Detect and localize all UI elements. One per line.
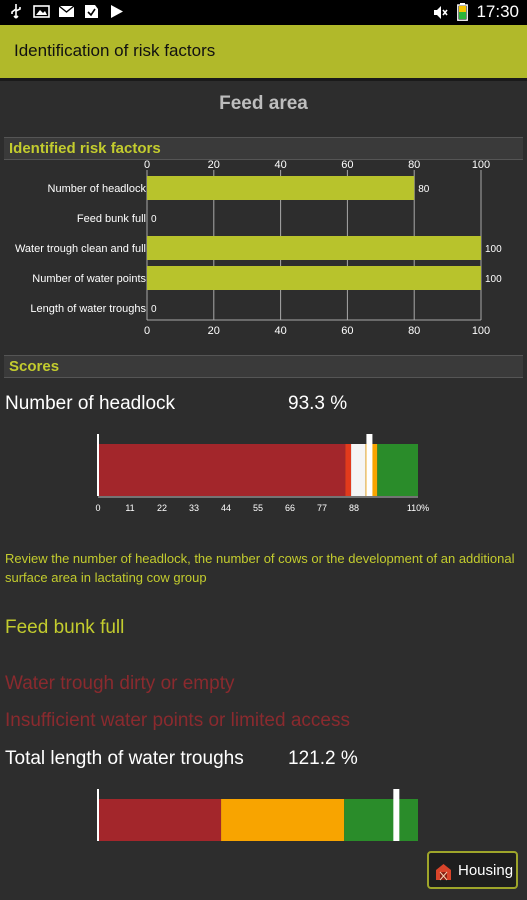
chart-tick-label-bottom: 40 <box>274 325 286 337</box>
chart-bar <box>147 176 415 200</box>
gauge-tick-label: 33 <box>189 503 199 513</box>
gauge-segment <box>98 444 346 496</box>
gauge-segment <box>221 799 345 841</box>
gauge-tick-label: 22 <box>157 503 167 513</box>
gauge-tick-label: 0 <box>95 503 100 513</box>
chart-category-label: Water trough clean and full <box>15 243 146 255</box>
chart-value-label: 0 <box>151 214 157 225</box>
gauge-segment <box>351 444 366 496</box>
chart-tick-label-bottom: 20 <box>208 325 220 337</box>
gauge-segment <box>377 444 418 496</box>
score2-value: 121.2 % <box>288 748 358 769</box>
clock: 17:30 <box>476 2 519 21</box>
battery-icon <box>457 3 469 21</box>
housing-button[interactable]: Housing <box>427 851 518 889</box>
chart-tick-label-top: 60 <box>341 159 353 171</box>
action-bar-divider <box>0 78 527 81</box>
chart-tick-label-top: 80 <box>408 159 420 171</box>
action-bar-title: Identification of risk factors <box>14 41 216 60</box>
chart-value-label: 80 <box>418 184 430 195</box>
gauge-tick-label: 44 <box>221 503 231 513</box>
chart-value-label: 0 <box>151 304 157 315</box>
download-icon <box>85 5 98 18</box>
gauge-tick-label: 77 <box>317 503 327 513</box>
chart-tick-label-bottom: 0 <box>144 325 150 337</box>
image-icon <box>33 5 50 18</box>
action-bar: Identification of risk factors <box>0 25 527 78</box>
feed-bunk-text: Feed bunk full <box>5 617 125 638</box>
risk-factors-header-label: Identified risk factors <box>9 140 161 157</box>
mute-icon <box>434 5 449 19</box>
play-store-icon <box>111 5 123 18</box>
mail-icon <box>58 5 75 17</box>
score1-label: Number of headlock <box>5 393 176 414</box>
gauge-segment <box>98 799 222 841</box>
gauge-marker <box>366 434 373 496</box>
chart-category-label: Feed bunk full <box>77 213 146 225</box>
chart-category-label: Length of water troughs <box>30 303 146 315</box>
scores-header: Scores <box>4 355 523 378</box>
chart-value-label: 100 <box>485 274 502 285</box>
gauge-segment <box>344 799 418 841</box>
score2-gauge <box>97 789 418 841</box>
gauge-tick-label: 110% <box>407 503 429 513</box>
chart-tick-label-top: 40 <box>274 159 286 171</box>
chart-category-label: Number of headlock <box>48 183 147 195</box>
page-title: Feed area <box>219 93 308 114</box>
gauge-tick-label: 55 <box>253 503 263 513</box>
risk-factors-header: Identified risk factors <box>4 137 523 160</box>
score1-value: 93.3 % <box>288 393 348 414</box>
gauge-tick-label: 88 <box>349 503 359 513</box>
barn-icon <box>436 864 451 881</box>
scores-header-label: Scores <box>9 358 60 375</box>
chart-tick-label-top: 0 <box>144 159 150 171</box>
housing-button-label: Housing <box>458 862 514 879</box>
chart-tick-label-top: 100 <box>472 159 490 171</box>
chart-tick-label-top: 20 <box>208 159 220 171</box>
chart-tick-label-bottom: 100 <box>472 325 490 337</box>
water-points-text: Insufficient water points or limited acc… <box>5 710 350 731</box>
chart-tick-label-bottom: 80 <box>408 325 420 337</box>
status-bar: 17:30 <box>0 0 527 25</box>
gauge-tick-label: 11 <box>125 503 134 513</box>
advice-text: Review the number of headlock, the numbe… <box>5 551 515 585</box>
gauge-tick-label: 66 <box>285 503 295 513</box>
usb-icon <box>11 4 21 19</box>
water-trough-text: Water trough dirty or empty <box>5 673 235 694</box>
score2-label: Total length of water troughs <box>5 748 244 769</box>
gauge-marker <box>393 789 400 841</box>
chart-category-label: Number of water points <box>32 273 146 285</box>
chart-tick-label-bottom: 60 <box>341 325 353 337</box>
gauge-segment <box>345 444 352 496</box>
chart-value-label: 100 <box>485 244 502 255</box>
score1-gauge: 0 11 22 33 44 55 66 77 88 110% <box>95 434 429 513</box>
chart-bar <box>147 236 481 260</box>
chart-bar <box>147 266 481 290</box>
